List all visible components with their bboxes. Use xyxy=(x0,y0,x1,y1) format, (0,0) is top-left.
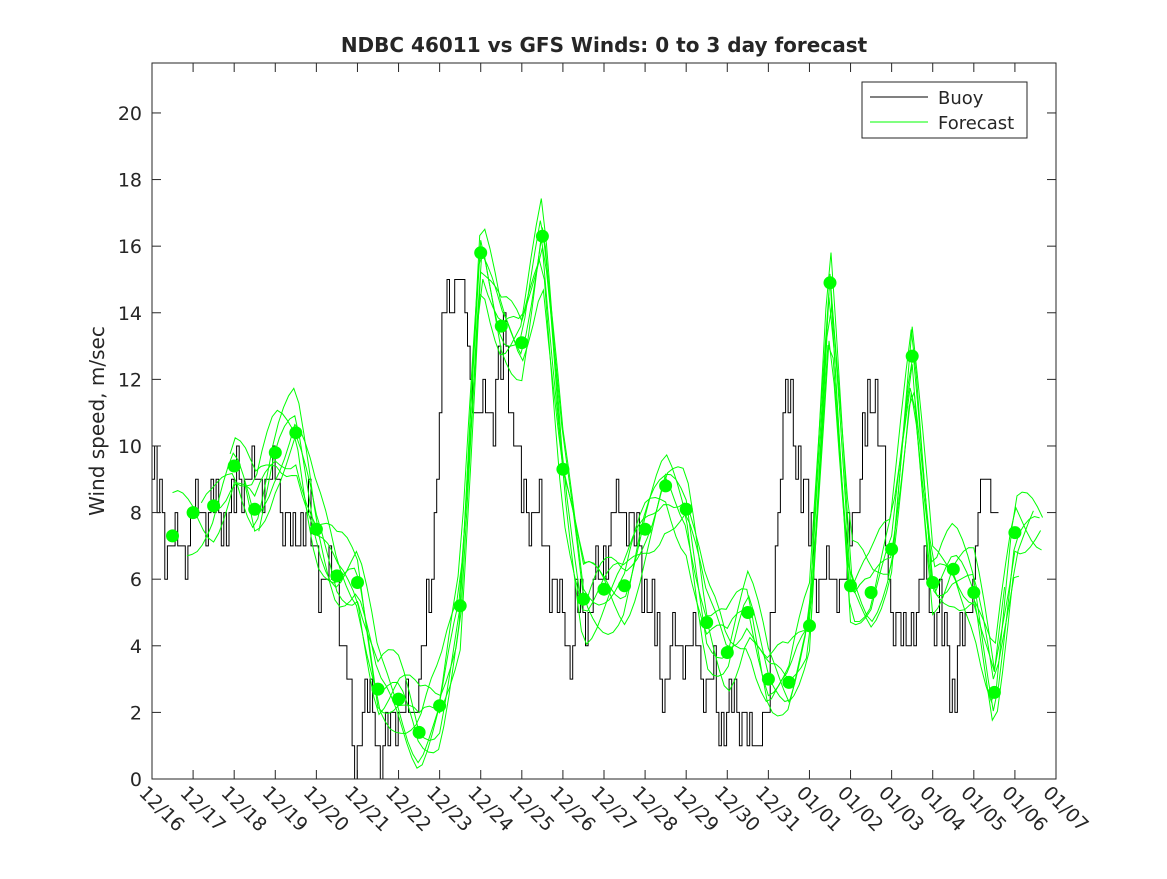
forecast-marker xyxy=(453,599,467,613)
y-tick-label: 12 xyxy=(118,369,142,391)
y-tick-label: 18 xyxy=(118,170,142,192)
forecast-marker xyxy=(823,276,837,290)
y-tick-label: 20 xyxy=(118,103,142,125)
forecast-marker xyxy=(700,616,714,629)
forecast-marker xyxy=(720,646,734,659)
y-tick-label: 6 xyxy=(130,569,142,591)
y-tick-label: 10 xyxy=(118,436,142,458)
forecast-marker xyxy=(186,506,200,520)
forecast-marker xyxy=(618,579,631,593)
forecast-marker xyxy=(597,582,611,596)
forecast-series-line xyxy=(229,251,1042,716)
series-layer xyxy=(152,198,1044,780)
marker-layer xyxy=(166,229,1022,739)
forecast-marker xyxy=(556,462,570,476)
y-tick-label: 8 xyxy=(130,503,142,525)
y-tick-label: 14 xyxy=(118,303,142,325)
forecast-marker xyxy=(309,522,323,536)
forecast-series-line xyxy=(200,220,1034,769)
forecast-marker xyxy=(268,446,282,460)
y-axis-label: Wind speed, m/sec xyxy=(85,326,109,516)
forecast-series-line xyxy=(258,198,1040,764)
forecast-marker xyxy=(659,479,673,493)
y-tick-label: 2 xyxy=(130,702,142,724)
forecast-marker xyxy=(926,576,940,589)
y-tick-label: 4 xyxy=(130,636,142,658)
forecast-marker xyxy=(577,592,590,606)
forecast-marker xyxy=(166,529,179,543)
forecast-marker xyxy=(330,569,344,583)
forecast-marker xyxy=(905,349,919,363)
y-tick-label: 16 xyxy=(118,236,142,258)
forecast-marker xyxy=(207,499,221,513)
forecast-marker xyxy=(803,619,816,633)
forecast-marker xyxy=(1008,526,1022,540)
forecast-marker xyxy=(515,336,529,350)
forecast-marker xyxy=(782,675,796,689)
forecast-marker xyxy=(248,502,262,516)
forecast-marker xyxy=(638,522,652,536)
forecast-marker xyxy=(535,229,549,243)
forecast-marker xyxy=(741,606,755,619)
legend-buoy-label: Buoy xyxy=(938,88,984,109)
forecast-marker xyxy=(761,672,775,686)
forecast-marker xyxy=(885,542,899,556)
forecast-marker xyxy=(351,576,364,589)
legend-box xyxy=(861,81,1028,139)
forecast-marker xyxy=(371,682,385,696)
forecast-marker xyxy=(392,692,405,706)
forecast-marker xyxy=(967,586,981,599)
forecast-marker xyxy=(864,586,878,599)
legend-forecast-label: Forecast xyxy=(938,113,1014,134)
forecast-marker xyxy=(474,246,488,260)
forecast-marker xyxy=(946,562,960,576)
forecast-marker xyxy=(494,319,508,333)
forecast-marker xyxy=(433,699,447,713)
legend: Buoy Forecast xyxy=(861,81,1028,139)
forecast-marker xyxy=(679,502,693,516)
forecast-marker xyxy=(987,685,1001,699)
y-tick-label: 0 xyxy=(130,769,142,791)
forecast-marker xyxy=(844,579,857,593)
forecast-marker xyxy=(412,725,426,739)
chart-title: NDBC 46011 vs GFS Winds: 0 to 3 day fore… xyxy=(341,33,868,57)
forecast-series-line xyxy=(244,227,1042,742)
forecast-marker xyxy=(227,459,241,473)
forecast-marker xyxy=(289,426,303,440)
